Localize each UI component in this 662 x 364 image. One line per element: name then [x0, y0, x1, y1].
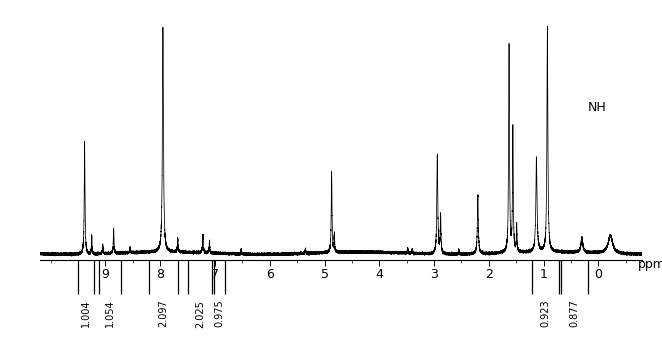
Text: 0.975: 0.975: [214, 300, 224, 327]
Text: 2.025: 2.025: [195, 300, 205, 328]
Text: 1.054: 1.054: [105, 300, 115, 327]
Text: ppm: ppm: [638, 258, 662, 271]
Text: 1.004: 1.004: [81, 300, 91, 327]
Text: NH: NH: [587, 101, 606, 114]
Text: 0.877: 0.877: [570, 300, 580, 327]
Text: 2.097: 2.097: [158, 300, 169, 327]
Text: 0.923: 0.923: [540, 300, 550, 327]
